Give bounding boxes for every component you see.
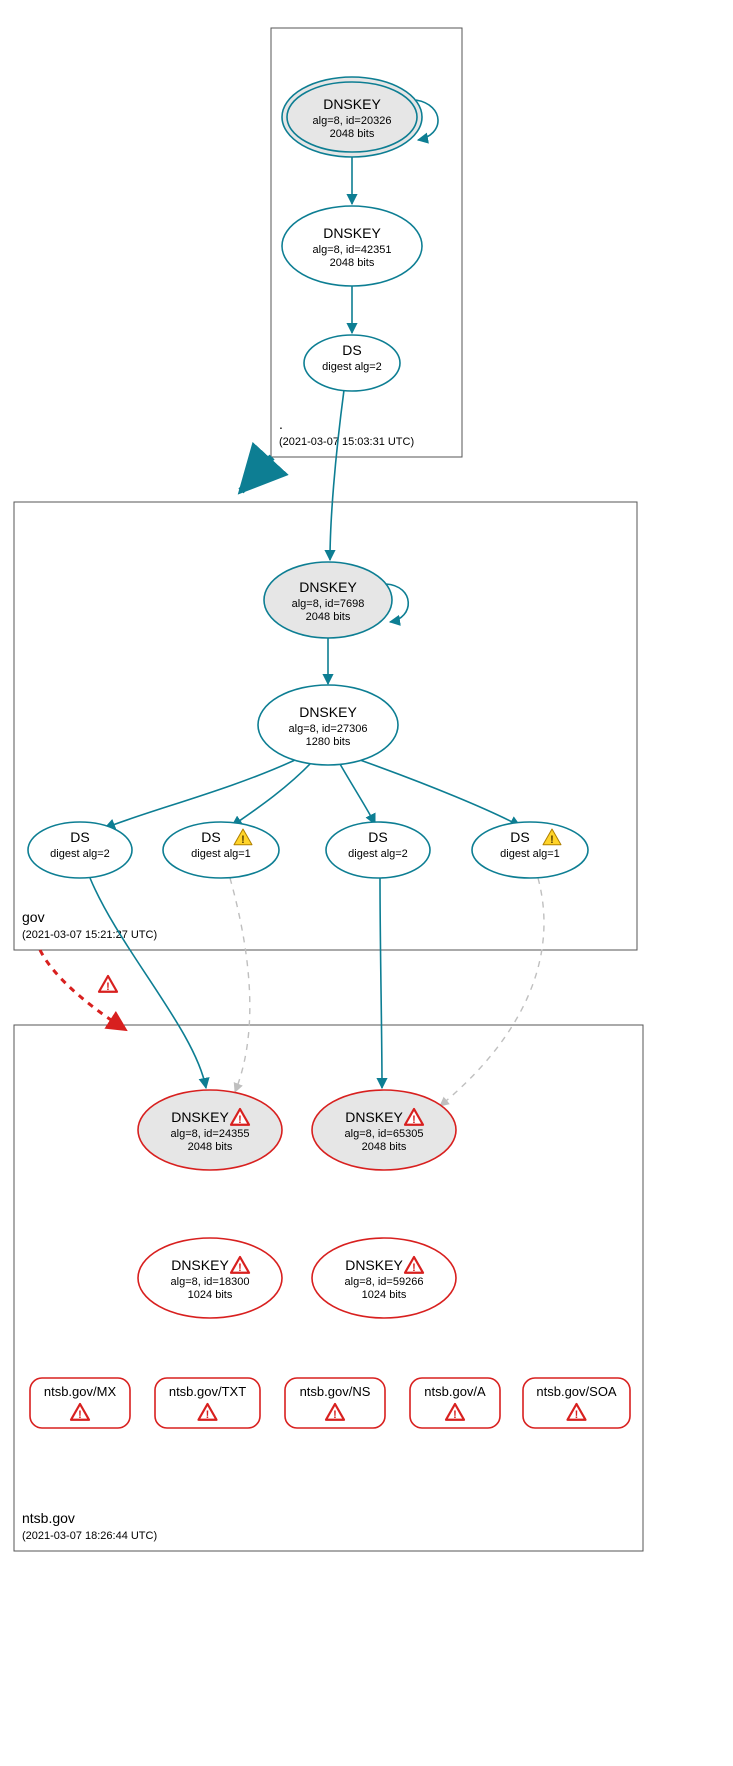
- node-title: DNSKEY: [299, 704, 357, 720]
- edge-icon: !: [99, 976, 117, 993]
- svg-text:!: !: [333, 1409, 337, 1421]
- edge-10: [360, 760, 520, 826]
- node-title: DNSKEY: [345, 1257, 403, 1273]
- node-root_zsk: DNSKEY alg=8, id=423512048 bits: [282, 206, 422, 286]
- node-root_ksk: DNSKEY alg=8, id=203262048 bits: [282, 77, 422, 157]
- node-gov_ksk: DNSKEY alg=8, id=76982048 bits: [264, 562, 392, 638]
- rrset-rr_a: ntsb.gov/A!: [410, 1378, 500, 1428]
- edge-9: [340, 764, 375, 824]
- node-title: DNSKEY: [299, 579, 357, 595]
- node-title: DNSKEY: [323, 96, 381, 112]
- edge-13: [380, 878, 382, 1088]
- node-ntsb_dk2: DNSKEY! alg=8, id=653052048 bits: [312, 1090, 456, 1170]
- edge-12: [230, 878, 250, 1092]
- node-line3: 2048 bits: [330, 128, 375, 140]
- rrset-rr_soa: ntsb.gov/SOA!: [523, 1378, 630, 1428]
- node-title: DNSKEY: [323, 225, 381, 241]
- node-title: DS: [342, 342, 361, 358]
- node-line2: alg=8, id=7698: [292, 598, 365, 610]
- node-ntsb_dk1: DNSKEY! alg=8, id=243552048 bits: [138, 1090, 282, 1170]
- node-title: DS: [368, 829, 387, 845]
- node-line3: 1024 bits: [188, 1289, 233, 1301]
- node-gov_ds2: DS! digest alg=1: [163, 822, 279, 878]
- node-line2: alg=8, id=27306: [289, 723, 368, 735]
- node-line2: digest alg=1: [191, 848, 251, 860]
- rrset-label: ntsb.gov/MX: [44, 1384, 117, 1399]
- node-line2: digest alg=1: [500, 848, 560, 860]
- node-line3: 1024 bits: [362, 1289, 407, 1301]
- svg-text:ntsb.gov: ntsb.gov: [22, 1510, 75, 1526]
- node-title: DNSKEY: [345, 1109, 403, 1125]
- rrset-label: ntsb.gov/NS: [300, 1384, 371, 1399]
- node-line3: 2048 bits: [330, 257, 375, 269]
- node-line3: 1280 bits: [306, 736, 351, 748]
- svg-text:!: !: [412, 1114, 416, 1126]
- node-ntsb_dk3: DNSKEY! alg=8, id=183001024 bits: [138, 1238, 282, 1318]
- rrset-rr_mx: ntsb.gov/MX!: [30, 1378, 130, 1428]
- svg-text:.: .: [279, 416, 283, 432]
- edge-8: [232, 762, 312, 826]
- node-line2: alg=8, id=65305: [345, 1128, 424, 1140]
- node-gov_ds4: DS! digest alg=1: [472, 822, 588, 878]
- svg-text:!: !: [106, 981, 110, 993]
- svg-text:!: !: [550, 834, 554, 846]
- node-line3: 2048 bits: [362, 1141, 407, 1153]
- rrset-label: ntsb.gov/TXT: [169, 1384, 246, 1399]
- node-line2: digest alg=2: [348, 848, 408, 860]
- node-line2: alg=8, id=18300: [171, 1276, 250, 1288]
- node-root_ds: DS digest alg=2: [304, 335, 400, 391]
- node-gov_ds3: DS digest alg=2: [326, 822, 430, 878]
- svg-text:!: !: [238, 1262, 242, 1274]
- node-line2: alg=8, id=24355: [171, 1128, 250, 1140]
- svg-text:gov: gov: [22, 909, 45, 925]
- node-ntsb_dk4: DNSKEY! alg=8, id=592661024 bits: [312, 1238, 456, 1318]
- svg-text:!: !: [241, 834, 245, 846]
- node-line3: 2048 bits: [306, 611, 351, 623]
- svg-text:(2021-03-07 18:26:44 UTC): (2021-03-07 18:26:44 UTC): [22, 1530, 157, 1542]
- svg-text:(2021-03-07 15:21:27 UTC): (2021-03-07 15:21:27 UTC): [22, 929, 157, 941]
- dnssec-diagram: . (2021-03-07 15:03:31 UTC) gov (2021-03-07…: [0, 0, 733, 1766]
- node-title: DS: [201, 829, 220, 845]
- node-line2: digest alg=2: [322, 361, 382, 373]
- rrset-rr_txt: ntsb.gov/TXT!: [155, 1378, 260, 1428]
- svg-text:(2021-03-07 15:03:31 UTC): (2021-03-07 15:03:31 UTC): [279, 436, 414, 448]
- rrset-rr_ns: ntsb.gov/NS!: [285, 1378, 385, 1428]
- node-gov_ds1: DS digest alg=2: [28, 822, 132, 878]
- svg-text:!: !: [78, 1409, 82, 1421]
- node-title: DNSKEY: [171, 1109, 229, 1125]
- rrset-label: ntsb.gov/SOA: [536, 1384, 617, 1399]
- svg-text:!: !: [575, 1409, 579, 1421]
- node-title: DS: [70, 829, 89, 845]
- node-line2: alg=8, id=59266: [345, 1276, 424, 1288]
- edge-3: [330, 390, 344, 560]
- node-line2: alg=8, id=20326: [313, 115, 392, 127]
- svg-text:!: !: [453, 1409, 457, 1421]
- edge-4: [241, 457, 272, 491]
- node-gov_zsk: DNSKEY alg=8, id=273061280 bits: [258, 685, 398, 765]
- node-title: DNSKEY: [171, 1257, 229, 1273]
- svg-text:!: !: [412, 1262, 416, 1274]
- node-line3: 2048 bits: [188, 1141, 233, 1153]
- node-line2: alg=8, id=42351: [313, 244, 392, 256]
- edge-7: [105, 760, 295, 828]
- edge-14: [440, 878, 544, 1106]
- node-line2: digest alg=2: [50, 848, 110, 860]
- rrset-label: ntsb.gov/A: [424, 1384, 486, 1399]
- node-title: DS: [510, 829, 529, 845]
- svg-text:!: !: [206, 1409, 210, 1421]
- svg-text:!: !: [238, 1114, 242, 1126]
